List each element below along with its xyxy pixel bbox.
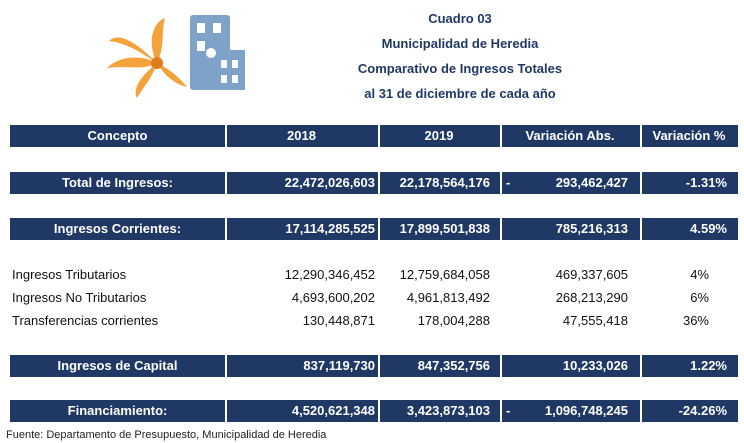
table-band: Financiamiento: 4,520,621,348 3,423,873,10… (10, 400, 738, 422)
header-cell: 2019 (424, 128, 454, 143)
row-label: Total de Ingresos: (62, 175, 173, 190)
logo (107, 15, 245, 98)
separator (378, 355, 380, 377)
separator (500, 400, 502, 422)
cell-value: 1,096,748,245 (544, 403, 628, 418)
separator (640, 355, 642, 377)
table-band: Concepto 2018 2019 Variación Abs. Variación … (10, 125, 738, 147)
separator (225, 172, 227, 194)
cell-value: 785,216,313 (555, 221, 628, 236)
cell-value: 469,337,605 (555, 267, 628, 282)
cell-value: 847,352,756 (417, 358, 490, 373)
cell-value: 47,555,418 (562, 313, 628, 328)
table-band: Ingresos Corrientes: 17,114,285,525 17,899… (10, 218, 738, 240)
cell-value: 12,290,346,452 (284, 267, 375, 282)
separator (500, 355, 502, 377)
cell-value: -24.26% (678, 403, 727, 418)
row-label: Ingresos de Capital (57, 358, 178, 373)
header-cell: 2018 (287, 128, 316, 143)
cell-value: 178,004,288 (417, 313, 490, 328)
title-line: Municipalidad de Heredia (381, 36, 539, 51)
cell-value: 4% (690, 267, 709, 282)
cell-value: 4,520,621,348 (291, 403, 375, 418)
table-band: Total de Ingresos: 22,472,026,603 22,178,5… (10, 172, 738, 194)
separator (225, 400, 227, 422)
table-band: Ingresos de Capital 837,119,730 847,352,75… (10, 355, 738, 377)
cell-value: 130,448,871 (302, 313, 375, 328)
sign: - (506, 175, 511, 190)
row-label: Transferencias corrientes (12, 313, 159, 328)
cell-value: 22,472,026,603 (284, 175, 375, 190)
separator (500, 125, 502, 147)
cell-value: 6% (690, 290, 709, 305)
separator (378, 400, 380, 422)
cell-value: 4.59% (690, 221, 727, 236)
cell-value: 17,114,285,525 (285, 221, 375, 236)
row-label: Ingresos Corrientes: (53, 221, 182, 236)
separator (225, 125, 227, 147)
separator (378, 218, 380, 240)
row-label: Ingresos Tributarios (12, 267, 127, 282)
separator (500, 172, 502, 194)
footer: Fuente: Departamento de Presupuesto, Mun… (6, 429, 327, 441)
table-row: Transferencias corrientes 130,448,871 178,… (10, 310, 738, 332)
cell-value: 3,423,873,103 (406, 403, 490, 418)
cell-value: 268,213,290 (555, 290, 628, 305)
cell-value: 837,119,730 (303, 358, 375, 373)
separator (640, 400, 642, 422)
separator (378, 125, 380, 147)
title-line: al 31 de diciembre de cada año (364, 86, 556, 101)
separator (640, 125, 642, 147)
title-line: Comparativo de Ingresos Totales (357, 61, 563, 76)
row-label: Ingresos No Tributarios (12, 290, 147, 305)
cell-value: 12,759,684,058 (399, 267, 490, 282)
row-label: Financiamiento: (67, 403, 168, 418)
cell-value: 293,462,427 (555, 175, 628, 190)
title-line: Cuadro 03 (428, 11, 492, 26)
header-cell: Concepto (87, 128, 148, 143)
sign: - (506, 403, 511, 418)
table-row: Ingresos No Tributarios 4,693,600,202 4,96… (10, 287, 738, 309)
cell-value: 17,899,501,838 (399, 221, 490, 236)
separator (640, 218, 642, 240)
cell-value: 10,233,026 (562, 358, 628, 373)
header-cell: Variación % (652, 128, 726, 143)
cell-value: 4,693,600,202 (291, 290, 375, 305)
separator (378, 172, 380, 194)
cell-value: 36% (682, 313, 709, 328)
separator (225, 355, 227, 377)
cell-value: 1.22% (690, 358, 727, 373)
table-row: Ingresos Tributarios 12,290,346,452 12,759… (10, 264, 738, 286)
cell-value: 4,961,813,492 (406, 290, 490, 305)
cell-value: -1.31% (685, 175, 727, 190)
separator (500, 218, 502, 240)
separator (225, 218, 227, 240)
header-cell: Variación Abs. (525, 128, 615, 143)
separator (640, 172, 642, 194)
cell-value: 22,178,564,176 (399, 175, 490, 190)
